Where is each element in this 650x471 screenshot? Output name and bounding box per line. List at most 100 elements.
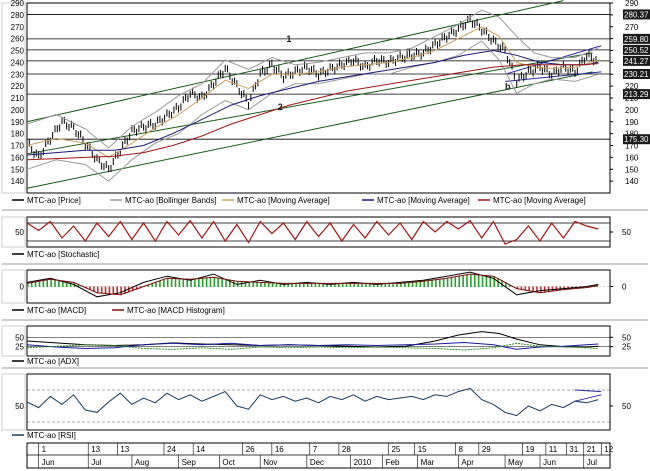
x-axis-month-label: Dec: [310, 458, 324, 467]
macd-histogram-bar: [205, 277, 208, 287]
macd-histogram-bar: [450, 277, 453, 287]
price-tick-label-right: 150: [625, 165, 639, 174]
macd-histogram-bar: [213, 277, 216, 287]
macd-histogram-bar: [190, 279, 192, 287]
macd-histogram-bar: [244, 281, 247, 287]
macd-histogram-bar: [170, 278, 173, 287]
price-label-box: [623, 134, 650, 145]
macd-histogram-bar: [396, 283, 398, 287]
support-line: [505, 71, 602, 82]
macd-histogram-bar: [388, 283, 391, 287]
macd-histogram-bar: [493, 276, 495, 287]
moving-average-line: [26, 49, 599, 156]
macd-histogram-bar: [536, 286, 538, 293]
macd-histogram-bar: [42, 280, 45, 287]
price-left-axis-strip: [1, 2, 26, 194]
stochastic-left-axis-strip: [1, 216, 26, 248]
price-legend-label: MTC-ao [Moving Average]: [377, 196, 470, 205]
macd-histogram-bar: [275, 283, 278, 287]
stochastic-tick-label-left: 50: [15, 228, 24, 237]
macd-histogram-bar: [485, 275, 488, 287]
adx-left-axis-strip: [1, 325, 26, 357]
x-axis-day-label: 13: [120, 445, 129, 454]
macd-histogram-bar: [427, 280, 429, 287]
macd-histogram-bar: [407, 282, 410, 287]
x-axis-day-label: 21: [587, 445, 596, 454]
macd-histogram-bar: [143, 286, 146, 287]
macd-histogram-bar: [547, 286, 550, 293]
minus-di-line: [26, 342, 599, 351]
trend-channel-upper: [26, 0, 564, 123]
macd-legend-label: MTC-ao [MACD]: [27, 306, 86, 315]
trend-channel-mid: [26, 52, 593, 155]
macd-histogram-bar: [50, 279, 52, 287]
x-axis-day-label: 19: [526, 445, 535, 454]
bollinger-band-line: [26, 40, 599, 182]
macd-histogram-bar: [543, 286, 546, 293]
macd-histogram-bar: [135, 286, 138, 290]
price-label-box: [623, 69, 650, 80]
x-axis-month-label: Nov: [263, 458, 277, 467]
macd-histogram-bar: [330, 283, 332, 287]
price-tick-label-right: 180: [625, 130, 639, 139]
macd-histogram-bar: [540, 286, 542, 294]
price-label-box: [623, 55, 650, 66]
macd-histogram-bar: [46, 279, 49, 287]
price-tick-label-right: 220: [625, 82, 639, 91]
x-axis-month-label: Aug: [135, 458, 149, 467]
x-axis-month-label: Oct: [222, 458, 235, 467]
price-label-box: [623, 44, 650, 55]
macd-histogram-bar: [302, 283, 305, 287]
macd-histogram-bar: [225, 279, 227, 287]
price-tick-label-left: 270: [11, 23, 25, 32]
price-tick-label-left: 160: [11, 153, 25, 162]
macd-histogram-bar: [532, 286, 534, 292]
macd-histogram-bar: [318, 283, 321, 287]
adx-legend-label: MTC-ao [ADX]: [27, 357, 79, 366]
macd-histogram-bar: [30, 282, 33, 287]
macd-histogram-bar: [58, 280, 60, 287]
macd-histogram-bar: [337, 283, 340, 287]
x-axis-day-label: 15: [418, 445, 427, 454]
stochastic-panel-frame: [26, 216, 611, 248]
macd-histogram-bar: [229, 279, 231, 287]
price-tick-label-right: 270: [625, 23, 639, 32]
macd-histogram-bar: [384, 283, 387, 287]
rsi-line: [26, 387, 599, 417]
macd-histogram-bar: [283, 283, 286, 287]
trend-channel-lower: [26, 71, 593, 189]
macd-histogram-bar: [310, 283, 313, 287]
macd-histogram-bar: [248, 281, 251, 287]
macd-histogram-bar: [147, 285, 150, 287]
price-label-box: [623, 9, 650, 20]
macd-histogram-bar: [431, 280, 433, 287]
macd-histogram-bar: [96, 286, 99, 294]
macd-histogram-bar: [306, 283, 309, 287]
macd-histogram-bar: [372, 283, 375, 287]
macd-histogram-bar: [155, 282, 157, 287]
macd-histogram-bar: [271, 282, 274, 287]
price-label-value: 230.21: [624, 70, 649, 79]
x-axis-day-label: 16: [275, 445, 284, 454]
price-legend-label: MTC-ao [Moving Average]: [493, 196, 586, 205]
adx-tick-label-right: 50: [622, 333, 631, 342]
macd-histogram-bar: [217, 277, 220, 287]
macd-histogram-bar: [85, 286, 87, 289]
adx-tick-label-left: 50: [15, 333, 24, 342]
macd-histogram-bar: [376, 283, 379, 287]
macd-histogram-bar: [435, 279, 437, 287]
x-axis-month-label: Jun: [42, 458, 55, 467]
macd-histogram-bar: [166, 278, 169, 287]
macd-histogram-bar: [322, 283, 324, 287]
macd-histogram-bar: [505, 282, 507, 287]
macd-histogram-bar: [470, 274, 472, 287]
macd-histogram-bar: [334, 283, 336, 287]
x-axis-day-label: 8: [459, 445, 464, 454]
macd-histogram-bar: [446, 278, 449, 287]
macd-histogram-bar: [473, 274, 476, 287]
chart-annotation: b: [505, 82, 511, 92]
macd-histogram-bar: [93, 286, 95, 292]
price-label-value: 213.29: [624, 90, 649, 99]
macd-histogram-bar: [438, 279, 441, 287]
